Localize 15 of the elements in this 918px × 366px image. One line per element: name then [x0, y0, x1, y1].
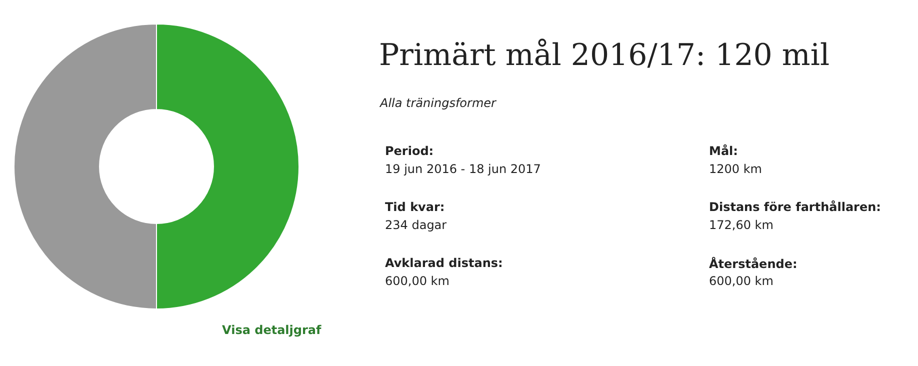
- text: 172,60 km: [709, 218, 774, 232]
- text: Period:: [385, 144, 434, 158]
- text: 600,00 km: [385, 274, 450, 288]
- text: Återstående:: [709, 256, 798, 271]
- text: Primärt mål 2016/17: 120 mil: [379, 38, 830, 73]
- text: Avklarad distans:: [385, 256, 503, 270]
- text: Alla träningsformer: [379, 96, 498, 110]
- text: 1200 km: [709, 162, 762, 176]
- text: 600,00 km: [709, 274, 774, 288]
- text: 19 jun 2016 - 18 jun 2017: [385, 162, 541, 176]
- text: Distans före farthållaren:: [709, 200, 881, 214]
- text: Mål:: [709, 144, 738, 158]
- text: Visa detaljgraf: [222, 323, 322, 337]
- text: Tid kvar:: [385, 200, 445, 214]
- text: 234 dagar: [385, 218, 447, 232]
